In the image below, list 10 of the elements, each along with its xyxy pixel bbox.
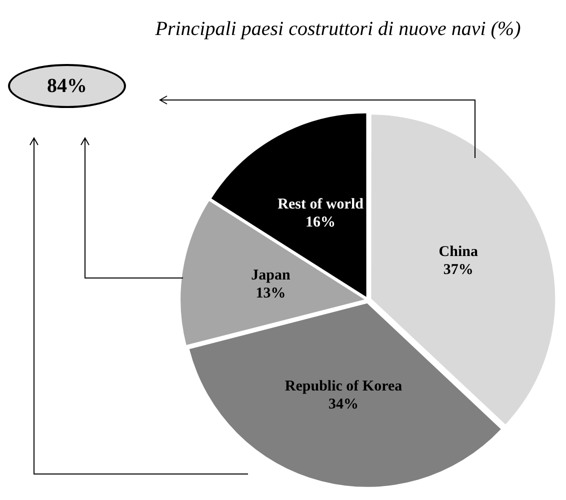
slice-label: China: [438, 244, 478, 260]
slice-label: Japan: [251, 267, 291, 284]
slice-label: Republic of Korea: [284, 378, 403, 394]
data-label: 13%: [256, 285, 286, 302]
chart-title: Principali paesi costruttori di nuove navi (%): [154, 18, 522, 41]
data-label: 16%: [306, 214, 336, 231]
slice-label: Rest of world: [278, 196, 364, 213]
data-label: 37%: [443, 262, 474, 278]
data-label: 34%: [328, 396, 359, 412]
oval-callout: 84%: [8, 64, 126, 108]
